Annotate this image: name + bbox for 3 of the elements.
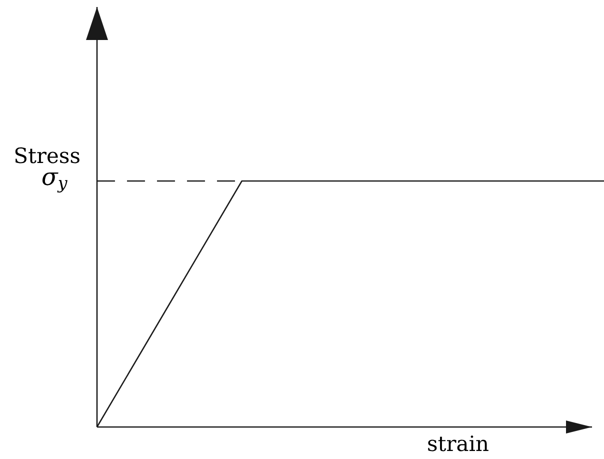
x-axis-title: strain [428,436,488,452]
ref-line-label: σ$_{y}$ [42,172,68,192]
y-axis-title: Stress [15,147,80,164]
